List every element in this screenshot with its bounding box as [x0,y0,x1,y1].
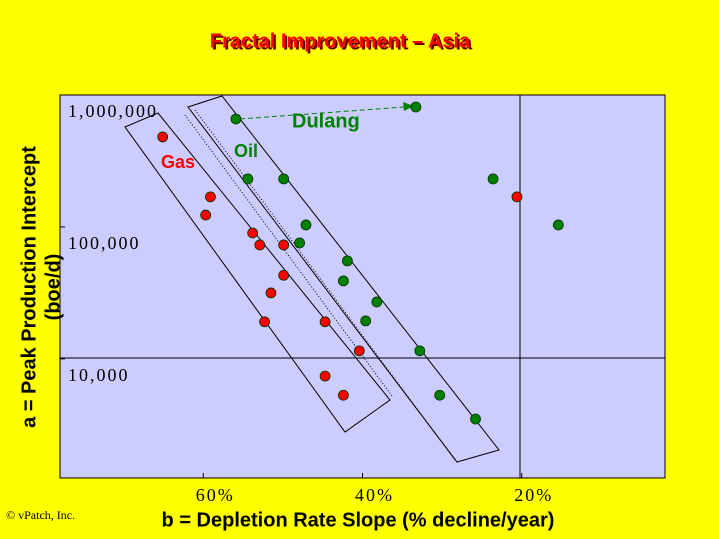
point [337,389,349,401]
series-label: Gas [161,152,195,172]
x-axis-label: b = Depletion Rate Slope (% decline/year… [162,509,555,531]
point [294,237,306,249]
point [278,173,290,185]
point [353,345,365,357]
point [300,219,312,231]
point [410,101,422,113]
y-axis-label-line: (boe/d) [42,254,64,321]
point [552,219,564,231]
point [205,191,216,203]
chart-title: Fractal Improvement – Asia [210,30,471,52]
y-tick-label: 10,000 [68,365,130,385]
point [470,413,481,425]
point [200,209,212,221]
point [487,173,499,185]
point [242,173,254,185]
y-axis-label-line: a = Peak Production Intercept [18,146,40,428]
point [259,316,270,328]
point [254,239,266,251]
annotation: Dulang [292,110,360,132]
point [337,275,349,287]
point [278,239,290,251]
point [157,131,169,143]
point [371,296,383,308]
arrow-head [403,102,414,111]
point [265,287,277,299]
point [247,227,259,239]
dulang-arrow [239,106,405,120]
y-tick-label: 1,000,000 [68,101,158,121]
x-tick-label: 60% [196,485,235,505]
trend-line [184,114,393,397]
oil-band [187,95,500,463]
gas-band [124,112,391,433]
point [278,269,290,281]
title-shadow: Fractal Improvement – Asia [212,32,473,54]
plot-area [59,94,666,479]
point [341,255,353,267]
point [434,389,446,401]
point [319,316,331,328]
x-tick-label: 40% [355,485,394,505]
y-tick-label: 100,000 [68,233,141,253]
point [360,315,372,327]
credit: © vPatch, Inc. [6,508,75,522]
point [414,345,426,357]
point [511,191,523,203]
y-axis-label: a = Peak Production Intercept (boe/d) [18,146,64,428]
x-tick-label: 20% [514,485,553,505]
point [230,113,242,125]
series-label: Oil [234,141,258,161]
point [319,370,331,382]
trend-line [194,109,456,461]
